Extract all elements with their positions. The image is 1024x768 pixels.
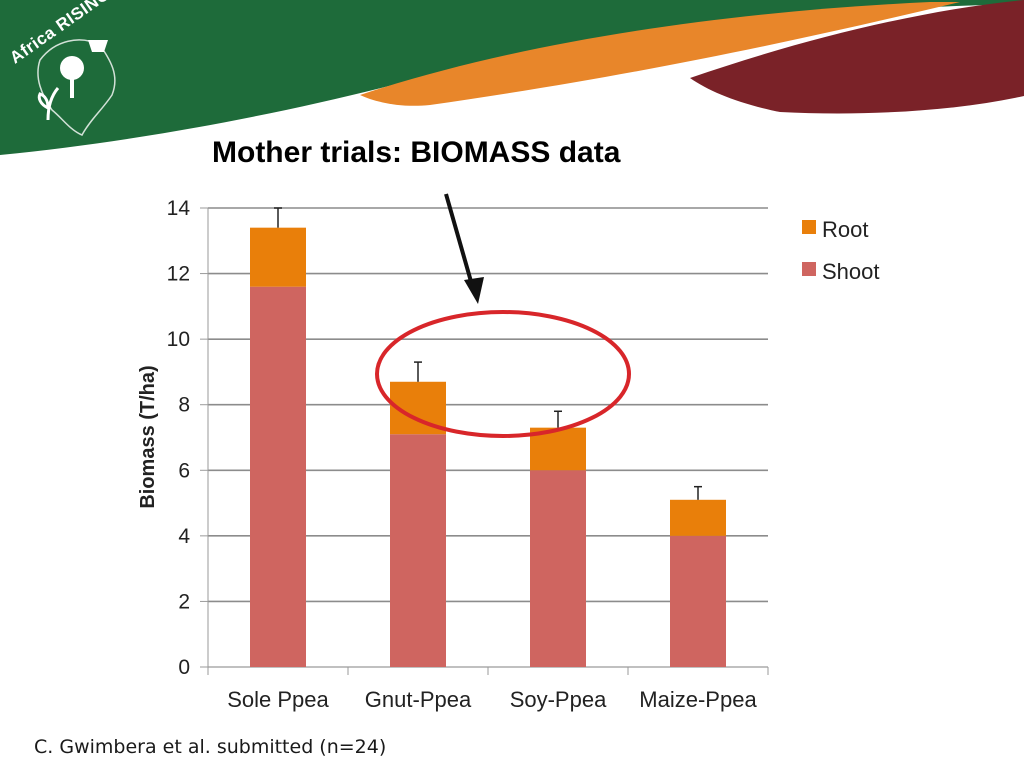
header-banner (0, 0, 1024, 155)
legend-swatch-root (802, 220, 816, 234)
footer-citation: C. Gwimbera et al. submitted (n=24) (34, 736, 387, 758)
bar-shoot (670, 535, 726, 667)
y-tick-label: 14 (167, 197, 191, 220)
legend-label-root: Root (822, 217, 868, 242)
biomass-chart: 0 2 4 6 8 10 12 14 Sole Ppea Gnut-Ppea Soy-Ppea Ma… (137, 193, 880, 712)
legend-label-shoot: Shoot (822, 259, 880, 284)
error-bars-layer (274, 207, 702, 500)
bar-root (250, 227, 306, 287)
bars-layer (250, 227, 726, 667)
legend: Root Shoot (802, 217, 880, 284)
legend-swatch-shoot (802, 262, 816, 276)
y-tick-labels: 0 2 4 6 8 10 12 14 (167, 197, 191, 679)
y-tick-label: 10 (167, 328, 190, 351)
tree-icon (60, 56, 84, 80)
x-category-label: Gnut-Ppea (365, 687, 472, 712)
banner-maroon-swoosh (690, 0, 1024, 114)
tree-trunk-icon (70, 78, 74, 98)
y-axis-title: Biomass (T/ha) (137, 365, 159, 508)
banner-green-band (0, 0, 1024, 155)
category-labels: Sole Ppea Gnut-Ppea Soy-Ppea Maize-Ppea (227, 687, 757, 712)
bar-root (670, 499, 726, 536)
y-tick-label: 8 (178, 394, 190, 417)
banner-orange-swoosh (360, 2, 960, 106)
y-tick-label: 12 (167, 263, 190, 286)
y-tick-label: 4 (178, 525, 190, 548)
highlight-circle (375, 310, 631, 438)
x-category-label: Maize-Ppea (639, 687, 757, 712)
bar-shoot (250, 286, 306, 667)
plant-sprout-icon (37, 87, 60, 121)
slide-title: Mother trials: BIOMASS data (212, 136, 621, 169)
annotation-arrow (444, 193, 484, 304)
x-category-label: Soy-Ppea (510, 687, 607, 712)
y-tick-label: 2 (178, 590, 190, 613)
y-tick-label: 6 (178, 459, 190, 482)
x-category-label: Sole Ppea (227, 687, 329, 712)
bar-shoot (390, 434, 446, 667)
bar-shoot (530, 470, 586, 667)
cow-head-icon (88, 40, 108, 52)
y-tick-label: 0 (178, 656, 190, 679)
